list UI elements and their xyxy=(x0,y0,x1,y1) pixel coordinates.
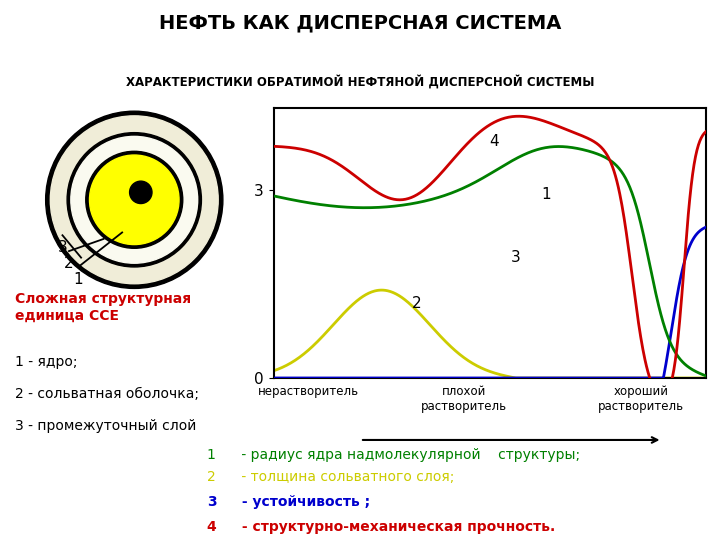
Text: 2: 2 xyxy=(64,256,73,271)
Text: хороший
растворитель: хороший растворитель xyxy=(598,385,684,413)
Text: - радиус ядра надмолекулярной    структуры;: - радиус ядра надмолекулярной структуры; xyxy=(237,448,580,462)
Text: 1: 1 xyxy=(541,187,551,202)
Text: 3: 3 xyxy=(511,250,521,265)
Text: 1: 1 xyxy=(207,448,215,462)
Text: - устойчивость ;: - устойчивость ; xyxy=(237,495,370,509)
Text: 2: 2 xyxy=(412,296,421,310)
Text: нерастворитель: нерастворитель xyxy=(258,385,359,399)
Circle shape xyxy=(45,111,223,288)
Circle shape xyxy=(71,137,198,263)
Text: Сложная структурная
единица ССЕ: Сложная структурная единица ССЕ xyxy=(15,292,191,323)
Circle shape xyxy=(50,116,218,284)
Text: ХАРАКТЕРИСТИКИ ОБРАТИМОЙ НЕФТЯНОЙ ДИСПЕРСНОЙ СИСТЕМЫ: ХАРАКТЕРИСТИКИ ОБРАТИМОЙ НЕФТЯНОЙ ДИСПЕР… xyxy=(126,75,594,88)
Text: 4: 4 xyxy=(490,134,499,148)
Circle shape xyxy=(130,181,152,204)
Text: 4: 4 xyxy=(207,521,217,535)
Circle shape xyxy=(67,133,202,267)
Text: НЕФТЬ КАК ДИСПЕРСНАЯ СИСТЕМА: НЕФТЬ КАК ДИСПЕРСНАЯ СИСТЕМА xyxy=(159,13,561,32)
Text: 2: 2 xyxy=(207,470,215,484)
Circle shape xyxy=(86,151,183,248)
Circle shape xyxy=(89,155,179,245)
Text: плохой
растворитель: плохой растворитель xyxy=(420,385,507,413)
Text: 2 - сольватная оболочка;: 2 - сольватная оболочка; xyxy=(15,387,199,401)
Text: - толщина сольватного слоя;: - толщина сольватного слоя; xyxy=(237,470,454,484)
Text: 3 - промежуточный слой: 3 - промежуточный слой xyxy=(15,418,197,433)
Text: 3: 3 xyxy=(207,495,216,509)
Text: 1 - ядро;: 1 - ядро; xyxy=(15,355,78,369)
Text: - структурно-механическая прочность.: - структурно-механическая прочность. xyxy=(237,521,555,535)
Text: 1: 1 xyxy=(73,272,83,287)
Text: 3: 3 xyxy=(58,240,67,255)
